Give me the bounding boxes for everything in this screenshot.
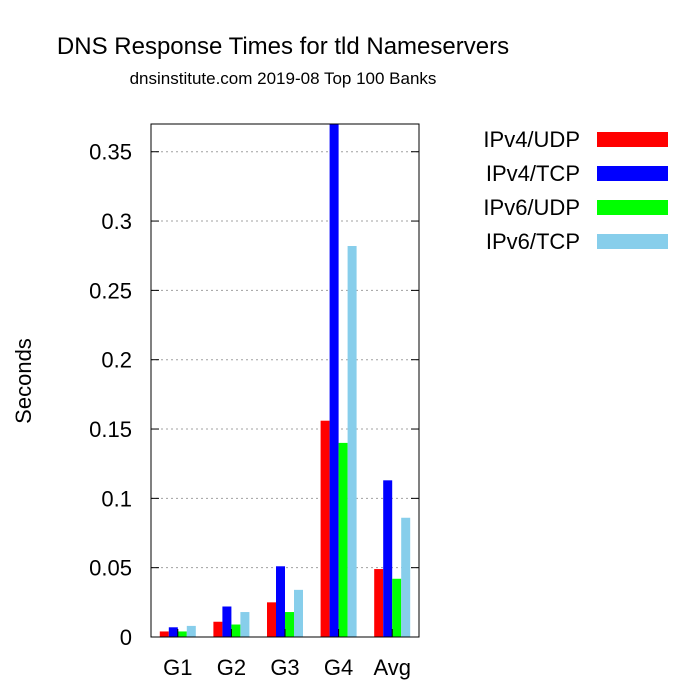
bars bbox=[159, 124, 411, 637]
bar-avg-ipv4-tcp bbox=[383, 480, 393, 637]
x-tick-label: G4 bbox=[324, 655, 353, 680]
bar-g3-ipv6-udp bbox=[285, 612, 294, 637]
y-axis-label: Seconds bbox=[11, 338, 36, 424]
legend-swatch bbox=[597, 200, 668, 215]
x-tick-label: Avg bbox=[373, 655, 411, 680]
bar-g1-ipv4-tcp bbox=[168, 627, 178, 637]
y-tick-label: 0.35 bbox=[89, 140, 132, 165]
legend-label: IPv6/UDP bbox=[483, 195, 580, 220]
legend-swatch bbox=[597, 166, 668, 181]
y-tick-label: 0.15 bbox=[89, 417, 132, 442]
bar-g3-ipv4-tcp bbox=[276, 566, 285, 637]
bar-g4-ipv4-tcp bbox=[329, 124, 339, 637]
plot-frame bbox=[150, 123, 420, 638]
bar-avg-ipv4-udp bbox=[374, 569, 384, 637]
bar-g2-ipv6-udp bbox=[231, 624, 241, 637]
legend-label: IPv6/TCP bbox=[486, 229, 580, 254]
x-tick-label: G3 bbox=[270, 655, 299, 680]
bar-g3-ipv6-tcp bbox=[294, 589, 303, 637]
bar-g2-ipv4-tcp bbox=[222, 606, 232, 637]
legend-label: IPv4/TCP bbox=[486, 161, 580, 186]
bar-g3-ipv4-udp bbox=[267, 602, 276, 637]
bar-avg-ipv6-tcp bbox=[401, 517, 411, 637]
y-axis-ticks: 0 0.05 0.1 0.15 0.2 0.25 0.3 0.35 bbox=[89, 140, 419, 650]
gridlines bbox=[151, 151, 419, 569]
y-tick-label: 0 bbox=[120, 625, 132, 650]
bar-g4-ipv4-udp bbox=[320, 420, 330, 637]
x-tick-label: G2 bbox=[217, 655, 246, 680]
legend-label: IPv4/UDP bbox=[483, 127, 580, 152]
bar-g1-ipv4-udp bbox=[159, 631, 169, 637]
bar-g1-ipv6-tcp bbox=[186, 625, 196, 637]
legend-swatch bbox=[597, 234, 668, 249]
x-axis-ticks: G1 G2 G3 G4 Avg bbox=[163, 629, 411, 680]
bar-g2-ipv6-tcp bbox=[240, 612, 250, 637]
bar-avg-ipv6-udp bbox=[392, 578, 402, 637]
legend-swatch bbox=[597, 132, 668, 147]
y-tick-label: 0.05 bbox=[89, 556, 132, 581]
bar-g2-ipv4-udp bbox=[213, 621, 223, 637]
y-tick-label: 0.2 bbox=[101, 348, 132, 373]
y-tick-label: 0.25 bbox=[89, 278, 132, 303]
y-tick-label: 0.3 bbox=[101, 209, 132, 234]
chart-subtitle: dnsinstitute.com 2019-08 Top 100 Banks bbox=[130, 69, 437, 88]
bar-g1-ipv6-udp bbox=[177, 631, 187, 637]
chart-title: DNS Response Times for tld Nameservers bbox=[57, 33, 509, 60]
x-tick-label: G1 bbox=[163, 655, 192, 680]
legend: IPv4/UDP IPv4/TCP IPv6/UDP IPv6/TCP bbox=[483, 127, 668, 254]
y-tick-label: 0.1 bbox=[101, 486, 132, 511]
bar-g4-ipv6-udp bbox=[338, 442, 348, 637]
bar-g4-ipv6-tcp bbox=[347, 246, 357, 637]
